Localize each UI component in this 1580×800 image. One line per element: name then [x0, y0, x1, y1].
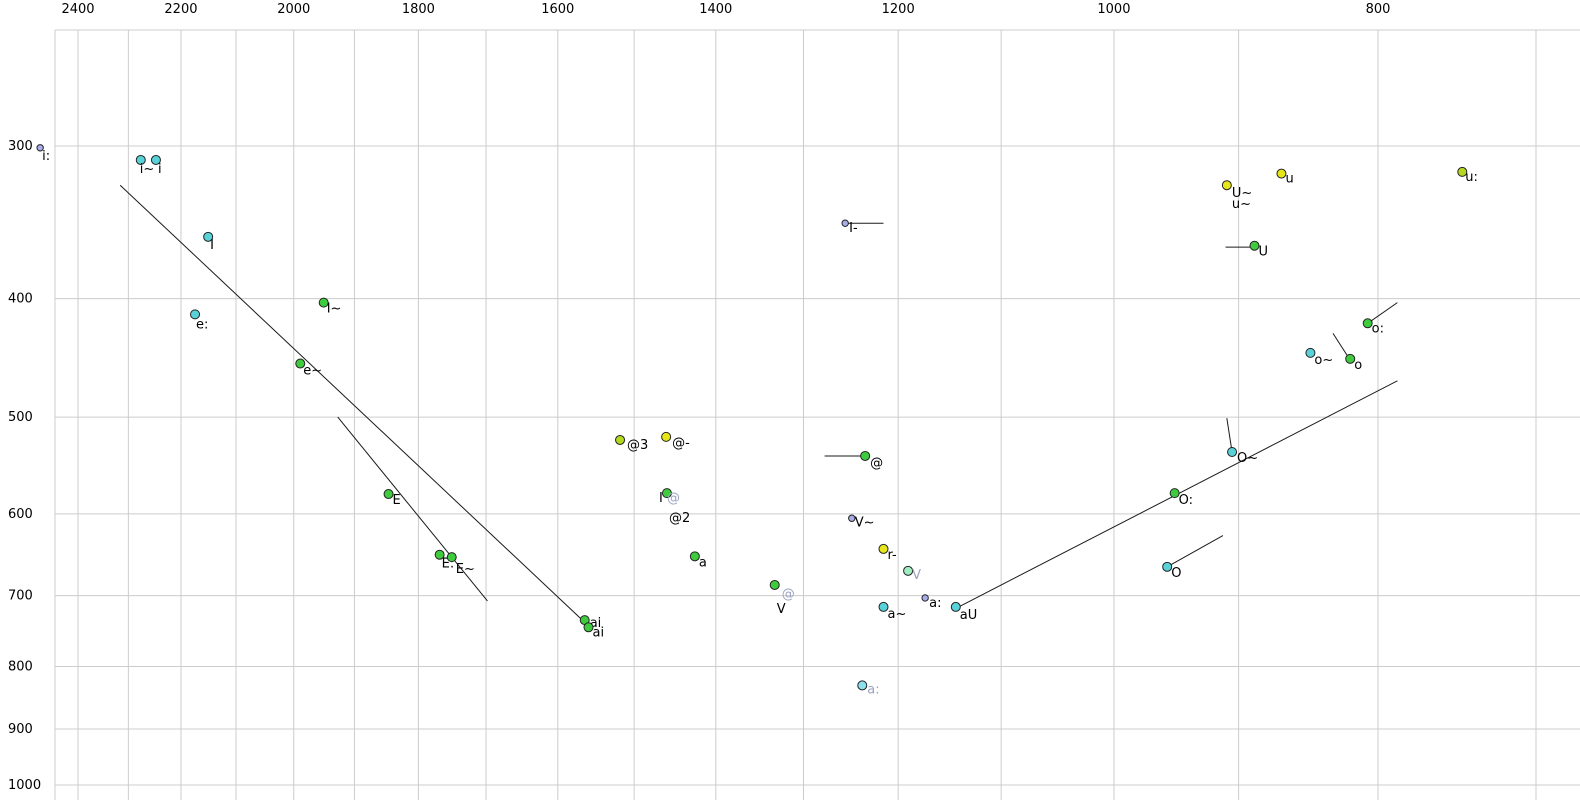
vowel-label-I~: I~ [327, 302, 342, 317]
vowel-point-i: [36, 144, 44, 152]
vowel-label-I: I [659, 491, 663, 506]
x-tick-label: 1200 [882, 2, 915, 17]
vowel-label-I-: I- [849, 221, 858, 236]
vowel-point-o: [1362, 318, 1373, 329]
vowel-point-V~ [848, 514, 856, 522]
y-tick-label: 700 [8, 589, 33, 604]
vowel-point-ai [583, 622, 594, 633]
vowel-label-i:: i: [42, 149, 50, 164]
vowel-label-E: E [393, 493, 401, 508]
vowel-label-a:: a: [867, 682, 879, 697]
vowel-label-@: @ [870, 456, 883, 471]
vowel-point-O: [1169, 488, 1180, 499]
vowel-label-i~: i~ [140, 162, 155, 177]
vowel-label-a:: a: [929, 596, 941, 611]
vowel-label-@: @ [782, 587, 795, 602]
vowel-point-E~ [446, 552, 457, 563]
vowel-point-@ [769, 579, 780, 590]
vowel-label-o~: o~ [1314, 353, 1333, 368]
vowel-label-I: I [210, 238, 214, 253]
vowel-point-a [689, 551, 700, 562]
y-tick-label: 900 [8, 722, 33, 737]
y-tick-label: 600 [8, 507, 33, 522]
vowel-point-I~ [318, 297, 329, 308]
vowel-point-i~ [135, 154, 146, 165]
vowel-point-O [1162, 561, 1173, 572]
vowel-label-@: @ [667, 491, 680, 506]
x-tick-label: 1800 [402, 2, 435, 17]
vowel-label-O: O [1171, 566, 1181, 581]
vowel-point-I- [841, 219, 849, 227]
trajectory-line [1226, 418, 1233, 453]
vowel-label-V: V [777, 602, 786, 617]
x-tick-label: 2000 [277, 2, 310, 17]
vowel-point-V [903, 565, 914, 576]
vowel-point-I [203, 231, 214, 242]
vowel-label-r-: r- [888, 548, 898, 563]
vowel-label-O:: O: [1179, 493, 1193, 508]
vowel-point-u: [1457, 166, 1468, 177]
vowel-point-e: [190, 309, 201, 320]
vowel-label-u: u [1285, 172, 1293, 187]
vowel-label-e~: e~ [303, 364, 322, 379]
y-tick-label: 800 [8, 660, 33, 675]
vowel-point-o~ [1305, 347, 1316, 358]
vowel-label-a: a [699, 555, 707, 570]
y-tick-label: 1000 [8, 778, 41, 793]
x-tick-label: 2400 [61, 2, 94, 17]
vowel-point-e~ [295, 358, 306, 369]
vowel-point-@- [661, 431, 672, 442]
vowel-label-@2: @2 [669, 511, 690, 526]
vowel-point-I [661, 488, 672, 499]
trajectory-line [337, 416, 488, 602]
vowel-point-U [1249, 240, 1260, 251]
vowel-point-a: [857, 680, 868, 691]
vowel-point-a~ [878, 601, 889, 612]
vowel-label-V: V [912, 568, 921, 583]
vowel-point-U~ [1221, 180, 1232, 191]
vowel-label-@-: @- [672, 436, 690, 451]
vowel-label-E~: E~ [456, 562, 475, 577]
vowel-point-i [150, 154, 161, 165]
vowel-label-aU: aU [960, 608, 977, 623]
vowel-point-aU [950, 601, 961, 612]
x-tick-label: 1000 [1097, 2, 1130, 17]
vowel-label-U: U [1258, 245, 1268, 260]
vowel-point-E: [434, 549, 445, 560]
vowel-label-V~: V~ [855, 515, 875, 530]
vowel-label-o: o [1354, 358, 1362, 373]
vowel-point-r- [878, 543, 889, 554]
vowel-point-a: [921, 594, 929, 602]
vowel-point-@3 [615, 434, 626, 445]
vowel-label-O~: O~ [1237, 451, 1258, 466]
vowel-label-a~: a~ [888, 607, 907, 622]
vowel-point-u [1276, 168, 1287, 179]
trajectory-line [1166, 535, 1224, 568]
vowel-label-u~: u~ [1232, 197, 1251, 212]
trajectory-line [1367, 302, 1398, 324]
vowel-label-i: i [158, 162, 162, 177]
vowel-label-u:: u: [1465, 170, 1478, 185]
vowel-label-ai: ai [593, 625, 605, 640]
vowel-label-U~: U~ [1232, 186, 1252, 201]
y-tick-label: 500 [8, 410, 33, 425]
y-tick-label: 300 [8, 139, 33, 154]
vowel-point-@ [860, 450, 871, 461]
trajectory-line [119, 184, 587, 625]
vowel-label-e:: e: [196, 317, 208, 332]
vowel-label-ai: ai [590, 616, 602, 631]
x-tick-label: 800 [1366, 2, 1391, 17]
y-tick-label: 400 [8, 292, 33, 307]
x-tick-label: 2200 [164, 2, 197, 17]
vowel-point-o [1345, 353, 1356, 364]
vowel-label-@3: @3 [627, 438, 648, 453]
x-tick-label: 1400 [699, 2, 732, 17]
vowel-point-O~ [1227, 447, 1238, 458]
vowel-label-o:: o: [1372, 321, 1384, 336]
x-tick-label: 1600 [541, 2, 574, 17]
vowel-point-E [383, 489, 394, 500]
